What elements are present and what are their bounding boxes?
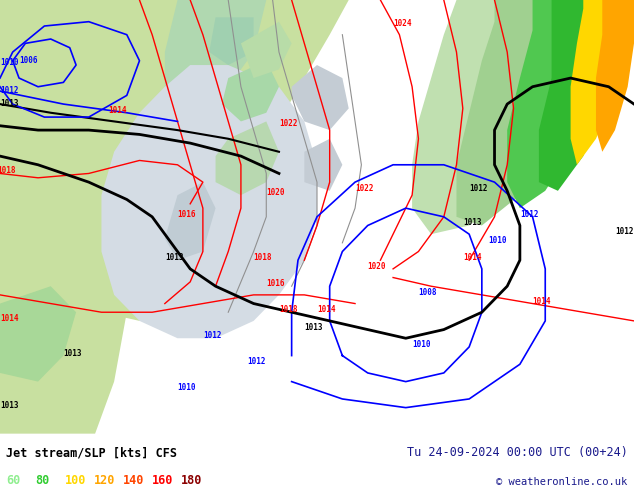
Text: 1012: 1012 xyxy=(0,86,18,95)
Text: 1020: 1020 xyxy=(266,188,285,197)
Polygon shape xyxy=(571,0,628,165)
Polygon shape xyxy=(165,182,216,260)
Polygon shape xyxy=(304,139,342,191)
Text: 1022: 1022 xyxy=(279,119,297,128)
Text: 1010: 1010 xyxy=(0,58,18,67)
Polygon shape xyxy=(0,0,127,434)
Text: 1024: 1024 xyxy=(393,19,411,28)
Text: 1006: 1006 xyxy=(19,56,37,65)
Polygon shape xyxy=(101,65,317,338)
Text: 1010: 1010 xyxy=(488,236,507,245)
Polygon shape xyxy=(0,286,76,382)
Text: 1016: 1016 xyxy=(266,279,285,288)
Text: 1012: 1012 xyxy=(247,357,266,366)
Text: 1014: 1014 xyxy=(463,253,481,262)
Text: 1014: 1014 xyxy=(108,106,126,115)
Text: 1012: 1012 xyxy=(615,227,633,236)
Text: 1018: 1018 xyxy=(0,167,15,175)
Text: 1013: 1013 xyxy=(63,348,82,358)
Text: 1012: 1012 xyxy=(203,331,221,340)
Polygon shape xyxy=(209,17,254,65)
Polygon shape xyxy=(216,122,279,195)
Polygon shape xyxy=(456,0,571,225)
Text: 1018: 1018 xyxy=(279,305,297,314)
Text: Jet stream/SLP [kts] CFS: Jet stream/SLP [kts] CFS xyxy=(6,446,178,459)
Text: 1013: 1013 xyxy=(0,99,18,108)
Text: 1010: 1010 xyxy=(178,383,196,392)
Polygon shape xyxy=(0,87,63,282)
Text: 1014: 1014 xyxy=(0,314,18,323)
Polygon shape xyxy=(222,61,279,122)
Text: 1018: 1018 xyxy=(254,253,272,262)
Text: 160: 160 xyxy=(152,474,174,487)
Text: 1014: 1014 xyxy=(533,296,551,306)
Text: 80: 80 xyxy=(36,474,49,487)
Polygon shape xyxy=(539,0,609,191)
Polygon shape xyxy=(0,0,349,312)
Text: 1010: 1010 xyxy=(412,340,430,349)
Text: 1013: 1013 xyxy=(304,322,323,332)
Text: 100: 100 xyxy=(65,474,86,487)
Text: 120: 120 xyxy=(94,474,115,487)
Polygon shape xyxy=(596,0,634,152)
Text: Tu 24-09-2024 00:00 UTC (00+24): Tu 24-09-2024 00:00 UTC (00+24) xyxy=(407,446,628,459)
Polygon shape xyxy=(0,0,279,321)
Polygon shape xyxy=(412,0,558,234)
Text: 1012: 1012 xyxy=(469,184,488,193)
Text: 1013: 1013 xyxy=(463,219,481,227)
Text: 60: 60 xyxy=(6,474,20,487)
Text: 1014: 1014 xyxy=(317,305,335,314)
Polygon shape xyxy=(507,0,596,208)
Polygon shape xyxy=(165,0,266,108)
Text: 1016: 1016 xyxy=(178,210,196,219)
Text: 1022: 1022 xyxy=(355,184,373,193)
Text: 180: 180 xyxy=(181,474,203,487)
Text: 1012: 1012 xyxy=(520,210,538,219)
Text: 1020: 1020 xyxy=(368,262,386,271)
Text: © weatheronline.co.uk: © weatheronline.co.uk xyxy=(496,477,628,487)
Polygon shape xyxy=(241,22,292,78)
Text: 140: 140 xyxy=(123,474,145,487)
Text: 1008: 1008 xyxy=(418,288,437,297)
Text: 1013: 1013 xyxy=(165,253,183,262)
Text: 1013: 1013 xyxy=(0,401,18,410)
Polygon shape xyxy=(292,65,349,130)
